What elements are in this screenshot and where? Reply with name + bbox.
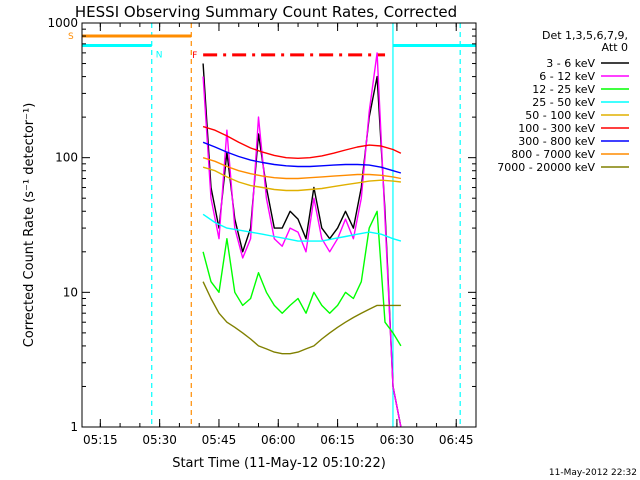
legend-header-line-2: Att 0 — [602, 41, 628, 54]
y-axis-label: Corrected Count Rate (s⁻¹ detector⁻¹) — [22, 103, 37, 348]
series-line-3-6-kev — [202, 63, 402, 428]
legend-label-25-50-kev: 25 - 50 keV — [532, 96, 595, 109]
series-line-12-25-kev — [202, 210, 402, 347]
x-tick-label: 06:15 — [320, 433, 355, 447]
legend-label-100-300-kev: 100 - 300 keV — [518, 122, 595, 135]
series-line-25-50-kev — [202, 213, 402, 242]
x-tick-label: 06:45 — [439, 433, 474, 447]
y-tick-label: 10 — [63, 285, 78, 299]
state-label-n: N — [156, 51, 163, 61]
y-tick-label: 1 — [70, 420, 78, 434]
x-tick-label: 05:30 — [142, 433, 177, 447]
series-line-100-300-kev — [202, 125, 402, 160]
legend-label-800-7000-kev: 800 - 7000 keV — [511, 148, 595, 161]
plot-frame — [81, 22, 477, 428]
legend-label-3-6-kev: 3 - 6 keV — [546, 57, 595, 70]
x-tick-label: 06:30 — [380, 433, 415, 447]
x-tick-label: 05:15 — [83, 433, 118, 447]
series-line-300-800-kev — [202, 141, 402, 174]
state-label-s: S — [68, 32, 74, 42]
x-axis-label: Start Time (11-May-12 05:10:22) — [172, 456, 386, 471]
y-tick-label: 100 — [55, 151, 78, 165]
plot-content: S N F — [68, 23, 476, 428]
y-tick-label: 1000 — [47, 16, 78, 30]
series-line-6-12-kev — [202, 52, 402, 428]
state-label-f: F — [192, 51, 197, 61]
x-tick-label: 06:00 — [261, 433, 296, 447]
legend-label-50-100-kev: 50 - 100 keV — [525, 109, 595, 122]
legend-label-300-800-kev: 300 - 800 keV — [518, 135, 595, 148]
legend-label-6-12-kev: 6 - 12 keV — [539, 70, 595, 83]
legend-label-7000-20000-kev: 7000 - 20000 keV — [497, 161, 595, 174]
x-axis: 05:15 05:30 05:45 06:00 06:15 06:30 06:45 — [83, 23, 477, 447]
series-line-7000-20000-kev — [202, 281, 401, 355]
y-axis: 1 10 100 1000 — [47, 16, 476, 434]
series-line-800-7000-kev — [202, 157, 402, 180]
footer-date: 11-May-2012 22:32 — [549, 468, 637, 478]
chart-title: HESSI Observing Summary Count Rates, Cor… — [75, 3, 457, 21]
legend-header-line-1: Det 1,3,5,6,7,9, — [542, 29, 628, 42]
x-tick-label: 05:45 — [202, 433, 237, 447]
series-line-50-100-kev — [202, 166, 401, 192]
legend-label-12-25-kev: 12 - 25 keV — [532, 83, 595, 96]
